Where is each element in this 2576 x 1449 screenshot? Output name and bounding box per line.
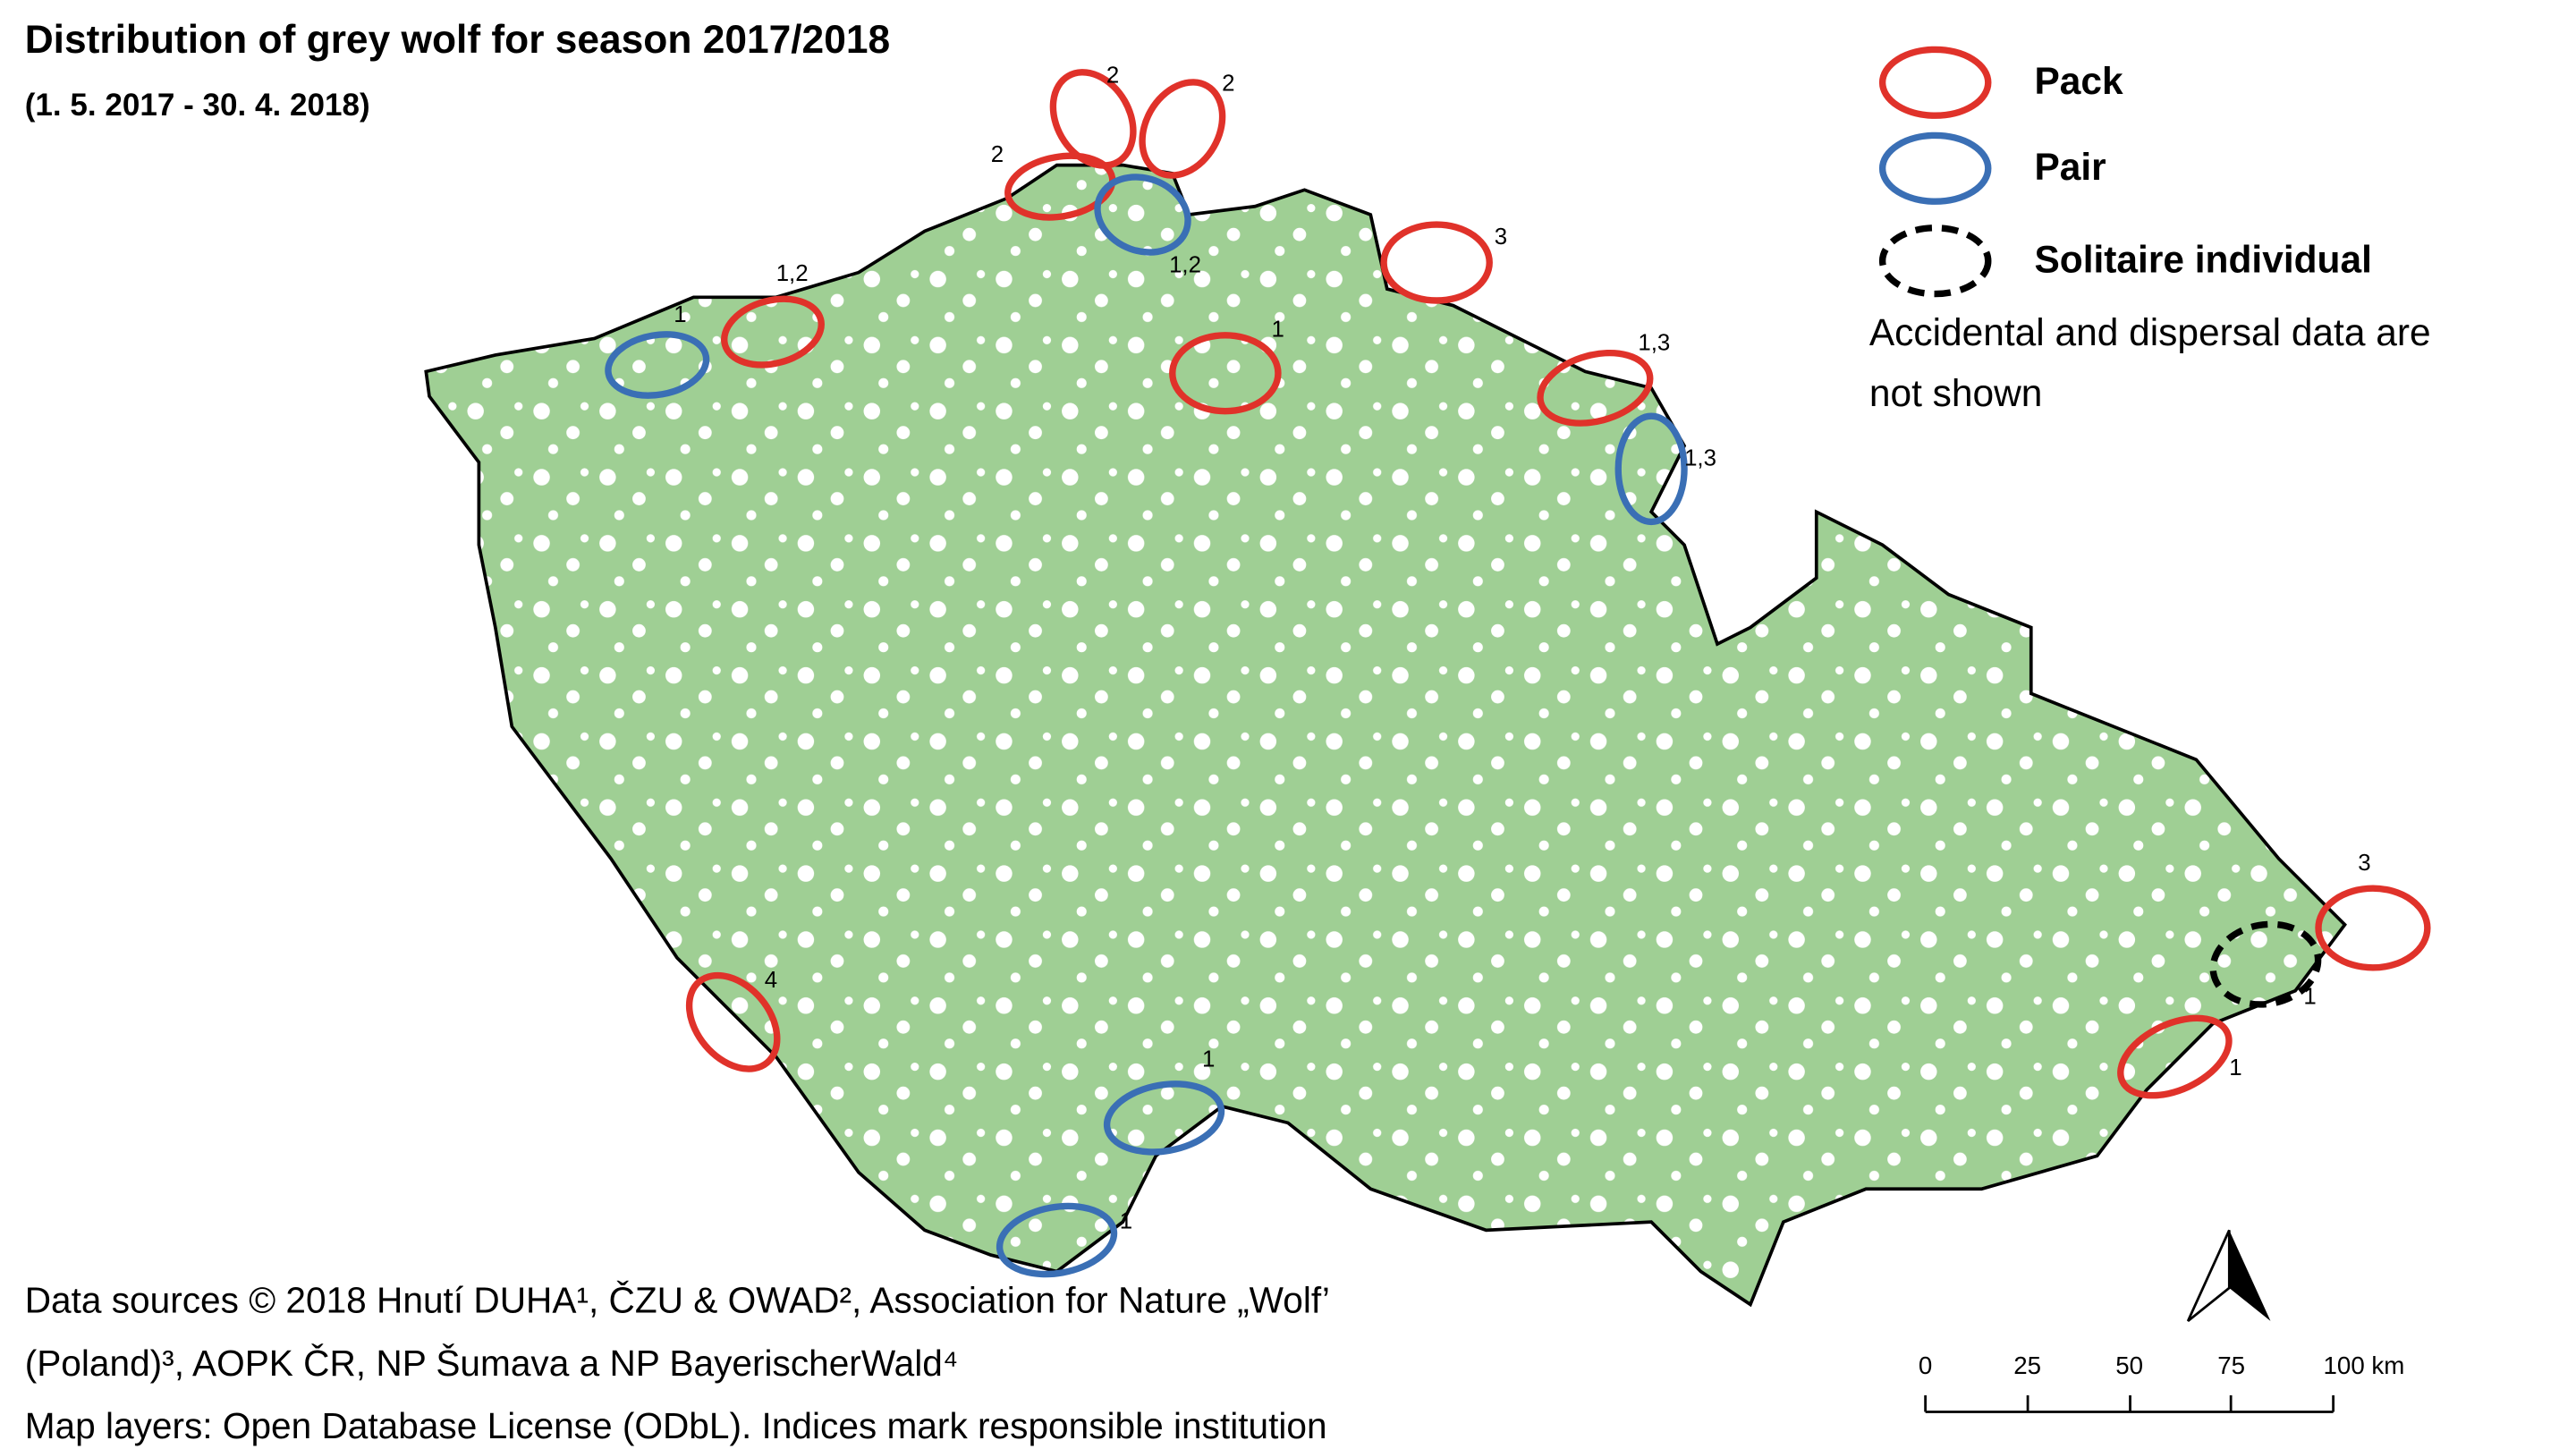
data-sources: Map layers: Open Database License (ODbL)…: [25, 1405, 1327, 1446]
marker-label: 1: [2229, 1055, 2241, 1080]
data-sources: Data sources © 2018 Hnutí DUHA¹, ČZU & O…: [25, 1280, 1330, 1321]
pack-marker: [2117, 1014, 2233, 1099]
legend-note: not shown: [1869, 372, 2043, 414]
pair-marker: [1103, 1080, 1225, 1156]
marker-label: 2: [991, 142, 1004, 167]
pack-marker: [1878, 46, 1992, 119]
subtitle: (1. 5. 2017 - 30. 4. 2018): [25, 88, 370, 123]
legend-label: Pair: [2034, 146, 2106, 188]
marker-label: 3: [2358, 851, 2370, 876]
scale-label: 75: [2217, 1352, 2245, 1379]
solitaire-marker: [1878, 225, 1992, 298]
north-arrow: [2186, 1229, 2271, 1323]
pair-marker: [1094, 174, 1191, 256]
pack-marker: [1169, 332, 1282, 415]
legend-note: Accidental and dispersal data are: [1869, 311, 2431, 353]
legend-label: Solitaire individual: [2034, 239, 2371, 281]
pack-marker: [1004, 152, 1116, 221]
scale-label: 100 km: [2324, 1352, 2405, 1379]
marker-label: 1: [1202, 1047, 1215, 1072]
marker-label: 1: [674, 302, 686, 327]
marker-label: 1,2: [776, 261, 809, 286]
marker-label: 1: [2303, 984, 2316, 1009]
marker-label: 1: [1120, 1209, 1132, 1234]
solitaire-marker: [2209, 920, 2322, 1008]
scale-bar: [1924, 1395, 2334, 1413]
pack-marker: [1380, 221, 1493, 304]
legend-label: Pack: [2034, 60, 2123, 102]
scale-label: 50: [2115, 1352, 2143, 1379]
marker-label: 4: [765, 968, 777, 993]
scale-label: 0: [1919, 1352, 1932, 1379]
pack-marker: [721, 295, 825, 369]
marker-label: 1,3: [1684, 446, 1716, 471]
marker-label: 2: [1106, 63, 1119, 88]
data-sources: (Poland)³, AOPK ČR, NP Šumava a NP Bayer…: [25, 1343, 959, 1384]
pair-marker: [996, 1202, 1118, 1278]
marker-label: 1,2: [1169, 253, 1201, 278]
scale-label: 25: [2013, 1352, 2041, 1379]
pack-marker: [2315, 885, 2431, 971]
pack-marker: [1139, 79, 1226, 179]
marker-label: 1: [1272, 318, 1284, 343]
pack-marker: [1537, 349, 1654, 427]
pair-marker: [1614, 412, 1688, 526]
marker-label: 2: [1222, 72, 1234, 97]
title: Distribution of grey wolf for season 201…: [25, 18, 890, 62]
pair-marker: [1878, 131, 1992, 205]
pack-marker: [1049, 69, 1137, 169]
pack-marker: [685, 971, 781, 1072]
marker-label: 3: [1495, 225, 1507, 250]
marker-label: 1,3: [1638, 330, 1670, 355]
pair-marker: [605, 331, 710, 399]
